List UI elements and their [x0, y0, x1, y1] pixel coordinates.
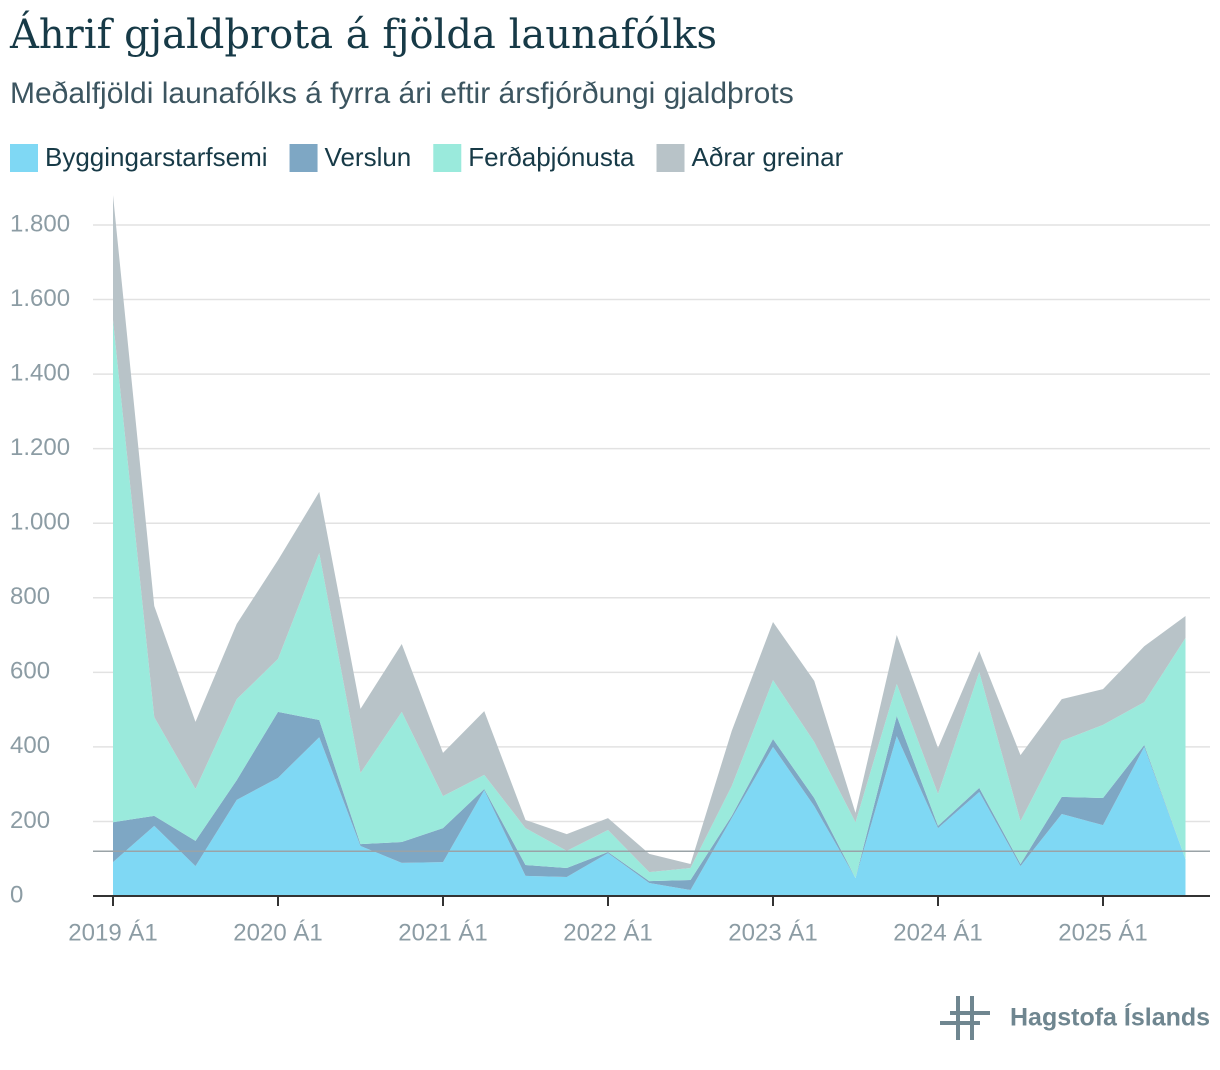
legend-label: Verslun — [325, 142, 412, 172]
y-tick-label: 1.000 — [10, 509, 70, 536]
legend-label: Byggingarstarfsemi — [45, 142, 268, 172]
y-tick-label: 1.400 — [10, 359, 70, 386]
y-tick-label: 1.200 — [10, 434, 70, 461]
x-tick-label: 2024 Á1 — [893, 919, 982, 946]
y-tick-label: 800 — [10, 583, 50, 610]
area — [113, 711, 1186, 891]
y-tick-label: 1.600 — [10, 285, 70, 312]
chart-title: Áhrif gjaldþrota á fjölda launafólks — [9, 11, 717, 58]
legend-swatch — [433, 144, 462, 172]
x-tick-label: 2022 Á1 — [563, 919, 652, 946]
x-tick-label: 2021 Á1 — [398, 919, 487, 946]
y-tick-label: 0 — [10, 881, 23, 908]
x-tick-label: 2023 Á1 — [728, 919, 817, 946]
x-tick-label: 2020 Á1 — [233, 919, 322, 946]
source-logo-text: Hagstofa Íslands — [1010, 1003, 1210, 1032]
chart-subtitle: Meðalfjöldi launafólks á fyrra ári eftir… — [10, 77, 794, 110]
y-tick-label: 400 — [10, 732, 50, 759]
legend-label: Ferðaþjónusta — [468, 142, 635, 172]
x-tick-label: 2019 Á1 — [68, 919, 157, 946]
area — [113, 320, 1186, 882]
legend-swatch — [10, 144, 38, 172]
y-tick-label: 200 — [10, 807, 50, 834]
legend-label: Aðrar greinar — [692, 142, 844, 172]
legend-swatch — [289, 144, 318, 172]
area — [113, 736, 1186, 896]
y-tick-label: 1.800 — [10, 210, 70, 237]
y-tick-label: 600 — [10, 658, 50, 685]
legend-swatch — [656, 144, 685, 172]
legend: Byggingarstarfsemi Verslun Ferðaþjónusta Að… — [10, 142, 844, 172]
logo — [940, 996, 990, 1040]
x-tick-label: 2025 Á1 — [1058, 919, 1147, 946]
area — [113, 195, 1186, 873]
